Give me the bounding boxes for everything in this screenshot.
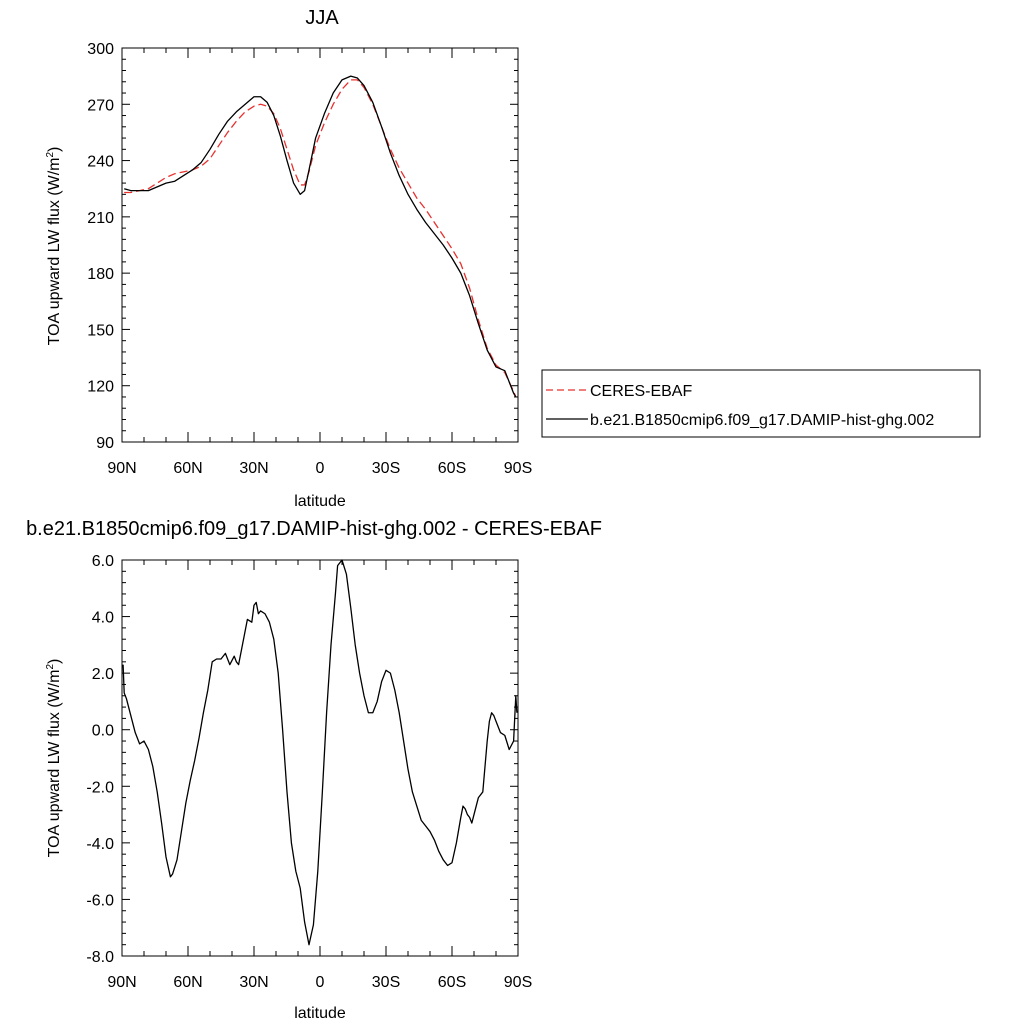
y-axis-ticks: -8.0 -6.0 -4.0 -2.0 0.0 2.0 4.0 6.0: [86, 553, 518, 966]
x-axis-ticks: 90N 60N 30N 0 30S 60S 90S: [107, 48, 532, 477]
chart-panel-bottom: b.e21.B1850cmip6.f09_g17.DAMIP-hist-ghg.…: [26, 518, 602, 1022]
y-tick-label: -4.0: [86, 836, 114, 853]
x-tick-label: 30S: [372, 460, 400, 477]
x-tick-label: 30N: [239, 460, 268, 477]
y-axis-title: TOA upward LW flux (W/m2): [45, 147, 63, 346]
x-tick-label: 0: [316, 460, 325, 477]
y-tick-label: 210: [87, 210, 114, 227]
x-tick-label: 30S: [372, 974, 400, 991]
y-tick-label: -8.0: [86, 949, 114, 966]
y-tick-label: 300: [87, 41, 114, 58]
x-tick-label: 90N: [107, 460, 136, 477]
x-tick-label: 60N: [173, 460, 202, 477]
legend-label-ceres: CERES-EBAF: [590, 383, 692, 400]
y-tick-label: 90: [96, 435, 114, 452]
plot-frame: [121, 559, 519, 957]
chart-panel-top: JJA 90 120 150 180 210 240 270 300 90N 60N 30N 0 30…: [45, 7, 981, 510]
y-tick-label: 6.0: [92, 553, 114, 570]
y-axis-title-sup: 2: [45, 664, 56, 670]
x-axis-title: latitude: [294, 1005, 346, 1022]
series-line-1: [124, 75, 517, 398]
y-axis-ticks: 90 120 150 180 210 240 270 300: [87, 41, 518, 452]
y-tick-label: 120: [87, 379, 114, 396]
plot-frame: [121, 47, 519, 443]
y-tick-label: -6.0: [86, 892, 114, 909]
y-tick-label: -2.0: [86, 779, 114, 796]
legend-box: [541, 369, 981, 438]
y-axis-title: TOA upward LW flux (W/m2): [45, 659, 63, 858]
series-line-0: [122, 559, 518, 946]
x-tick-label: 60S: [438, 974, 466, 991]
x-tick-label: 90S: [504, 460, 532, 477]
x-axis-title: latitude: [294, 493, 346, 510]
x-tick-label: 0: [316, 974, 325, 991]
x-tick-label: 60N: [173, 974, 202, 991]
y-axis-title-tail: ): [46, 147, 63, 152]
x-tick-label: 90S: [504, 974, 532, 991]
y-tick-label: 270: [87, 97, 114, 114]
x-tick-label: 30N: [239, 974, 268, 991]
chart-title: JJA: [305, 7, 339, 29]
y-axis-title-main: TOA upward LW flux (W/m: [46, 670, 63, 858]
y-tick-label: 4.0: [92, 610, 114, 627]
y-axis-title-sup: 2: [45, 152, 56, 158]
series-group: [122, 559, 518, 946]
legend: CERES-EBAF b.e21.B1850cmip6.f09_g17.DAMI…: [541, 369, 981, 438]
y-tick-label: 240: [87, 154, 114, 171]
y-axis-title-tail: ): [46, 659, 63, 664]
y-axis-title-main: TOA upward LW flux (W/m: [46, 158, 63, 346]
series-group: [124, 75, 517, 398]
legend-label-model: b.e21.B1850cmip6.f09_g17.DAMIP-hist-ghg.…: [590, 412, 934, 429]
x-axis-ticks: 90N 60N 30N 0 30S 60S 90S: [107, 560, 532, 991]
y-tick-label: 0.0: [92, 723, 114, 740]
x-tick-label: 60S: [438, 460, 466, 477]
y-tick-label: 2.0: [92, 666, 114, 683]
y-tick-label: 180: [87, 266, 114, 283]
chart-title: b.e21.B1850cmip6.f09_g17.DAMIP-hist-ghg.…: [26, 518, 602, 540]
y-tick-label: 150: [87, 322, 114, 339]
x-tick-label: 90N: [107, 974, 136, 991]
